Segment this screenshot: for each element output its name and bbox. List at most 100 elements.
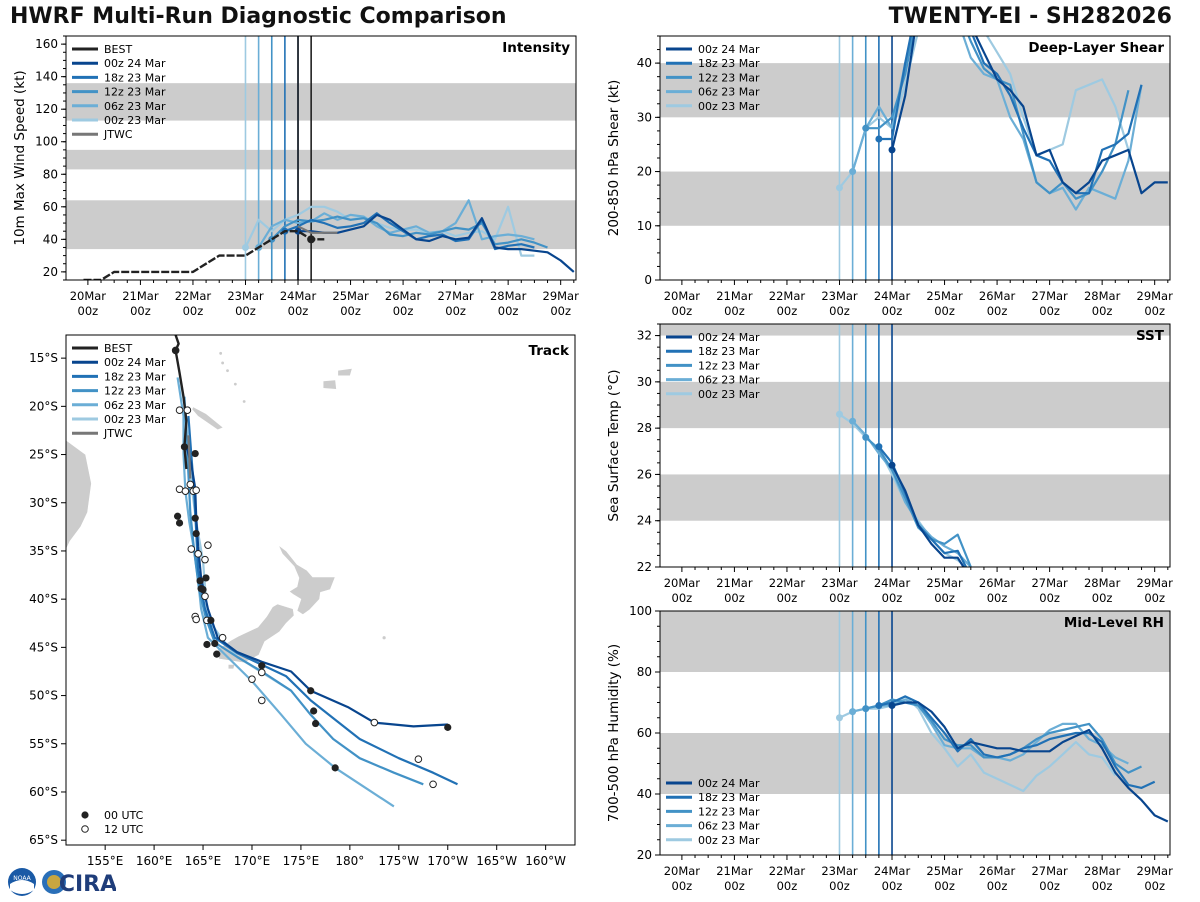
shear-plot-area <box>660 36 1170 280</box>
shear-xtick-label-2: 00z <box>882 304 903 318</box>
intensity-series-run_00z24 <box>298 213 575 273</box>
track-series-run_00z24 <box>185 446 448 728</box>
shear-xtick-label: 27Mar <box>1031 289 1068 303</box>
track-marker-00utc <box>307 687 315 695</box>
rh-series-run_00z23 <box>839 695 1117 793</box>
shear-ytick-label: 10 <box>637 219 652 233</box>
shear-legend-label: 06z 23 Mar <box>698 86 760 99</box>
chatham-islands <box>382 636 386 640</box>
rh-xtick-label-2: 00z <box>987 879 1008 893</box>
sst-xtick-label-2: 00z <box>1144 591 1165 605</box>
sst-band-1 <box>660 381 1170 429</box>
intensity-ytick-label: 120 <box>35 102 58 116</box>
chart-shear: 01020304020Mar00z21Mar00z22Mar00z23Mar00… <box>606 35 1173 318</box>
intensity-xtick-label: 25Mar <box>332 289 369 303</box>
intensity-xtick-label-2: 00z <box>183 304 204 318</box>
sst-xtick-label: 29Mar <box>1137 576 1174 590</box>
vanuatu-islet-1 <box>226 369 229 373</box>
track-lon-label: 175°E <box>283 854 320 868</box>
track-marker-12utc <box>192 486 200 495</box>
rh-ytick-label: 20 <box>637 848 652 862</box>
shear-xtick-label-2: 00z <box>777 304 798 318</box>
rh-band-0 <box>660 733 1170 794</box>
intensity-ylabel: 10m Max Wind Speed (kt) <box>12 70 28 245</box>
sst-xtick-label-2: 00z <box>777 591 798 605</box>
rh-legend-label: 12z 23 Mar <box>698 805 760 818</box>
shear-xtick-label-2: 00z <box>987 304 1008 318</box>
shear-series-run_00z23 <box>838 36 1130 189</box>
intensity-xtick-label: 23Mar <box>227 289 264 303</box>
shear-xtick-label-2: 00z <box>934 304 955 318</box>
intensity-legend-label: 00z 24 Mar <box>104 57 166 70</box>
rh-ytick-label: 80 <box>637 665 652 679</box>
track-marker-00utc <box>175 519 184 527</box>
track-legend-label: 00z 24 Mar <box>104 356 166 369</box>
storm-id-title: TWENTY-EI - SH282026 <box>888 4 1172 29</box>
sst-xtick-label-2: 00z <box>1092 591 1113 605</box>
track-lat-label: 60°S <box>29 785 58 799</box>
sst-xtick-label: 27Mar <box>1031 576 1068 590</box>
intensity-xtick-label: 28Mar <box>490 289 527 303</box>
track-marker-00utc <box>331 764 339 772</box>
shear-xtick-label: 24Mar <box>874 289 911 303</box>
intensity-band-2 <box>66 83 576 121</box>
track-marker-12utc <box>194 550 202 558</box>
shear-start-point-run_00z23 <box>835 184 843 192</box>
sst-start-point-run_18z23 <box>875 443 883 451</box>
sst-xtick-label: 26Mar <box>979 576 1016 590</box>
intensity-legend-label: 18z 23 Mar <box>104 71 166 84</box>
rh-ytick-label: 100 <box>629 604 652 618</box>
shear-ylabel: 200-850 hPa Shear (kt) <box>606 80 622 237</box>
rh-xtick-label: 22Mar <box>769 864 806 878</box>
track-series-best <box>174 335 188 470</box>
rh-xtick-label: 25Mar <box>926 864 963 878</box>
track-lon-label: 170°E <box>234 854 271 868</box>
track-marker-12utc <box>186 480 195 489</box>
intensity-ytick-label: 160 <box>35 37 58 51</box>
track-legend-00utc-label: 00 UTC <box>104 809 144 822</box>
rh-plot-area <box>660 611 1170 855</box>
sst-ytick-label: 26 <box>637 467 652 481</box>
rh-legend-label: 18z 23 Mar <box>698 791 760 804</box>
track-lat-label: 25°S <box>29 448 58 462</box>
track-lon-label: 155°E <box>87 854 124 868</box>
intensity-plot-area <box>66 36 576 280</box>
figure-title: HWRF Multi-Run Diagnostic Comparison <box>10 4 507 29</box>
intensity-xtick-label-2: 00z <box>393 304 414 318</box>
intensity-xtick-label-2: 00z <box>498 304 519 318</box>
rh-band-1 <box>660 611 1170 672</box>
sst-series-run_00z24 <box>891 464 965 567</box>
shear-xtick-label: 25Mar <box>926 289 963 303</box>
rh-series-run_00z24 <box>891 701 1169 823</box>
chart-intensity: 2040608010012014016020Mar00z21Mar00z22Ma… <box>12 35 579 318</box>
intensity-ytick-label: 80 <box>43 167 58 181</box>
shear-legend-label: 18z 23 Mar <box>698 57 760 70</box>
intensity-ytick-label: 40 <box>43 232 58 246</box>
track-legend-00utc-marker <box>81 811 89 819</box>
shear-ytick-label: 30 <box>637 110 652 124</box>
track-legend-label: 00z 23 Mar <box>104 413 166 426</box>
track-title: Track <box>529 343 570 359</box>
track-legend-label: JTWC <box>103 427 133 440</box>
intensity-xtick-label-2: 00z <box>78 304 99 318</box>
intensity-xtick-label-2: 00z <box>445 304 466 318</box>
track-lon-label: 165°W <box>476 854 517 868</box>
rh-legend-label: 00z 24 Mar <box>698 777 760 790</box>
track-lat-label: 65°S <box>29 833 58 847</box>
shear-xtick-label: 23Mar <box>821 289 858 303</box>
track-lat-label: 30°S <box>29 496 58 510</box>
track-series-jtwc <box>187 435 192 479</box>
stewart-island <box>228 664 235 669</box>
track-marker-12utc <box>414 755 423 763</box>
sst-ytick-label: 22 <box>637 560 652 574</box>
cira-label: CIRA <box>59 872 116 897</box>
shear-xtick-label-2: 00z <box>1039 304 1060 318</box>
rh-xtick-label-2: 00z <box>882 879 903 893</box>
rh-start-point-run_00z24 <box>888 702 896 710</box>
track-marker-12utc <box>204 541 212 549</box>
track-lat-label: 45°S <box>29 640 58 654</box>
track-marker-12utc <box>257 696 266 705</box>
sst-xtick-label-2: 00z <box>987 591 1008 605</box>
intensity-xtick-label: 24Mar <box>280 289 317 303</box>
chart-rh: 2040608010020Mar00z21Mar00z22Mar00z23Mar… <box>606 604 1173 893</box>
